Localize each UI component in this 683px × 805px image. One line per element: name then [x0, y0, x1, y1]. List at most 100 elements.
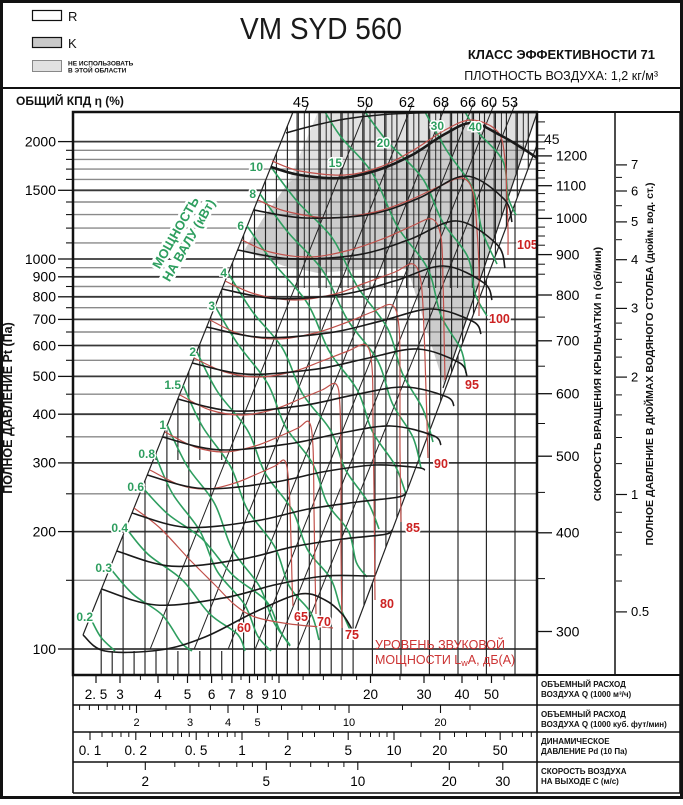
svg-text:10: 10 — [271, 687, 286, 702]
svg-text:300: 300 — [556, 623, 580, 639]
svg-text:3: 3 — [187, 717, 193, 729]
svg-text:3: 3 — [116, 687, 124, 702]
svg-text:85: 85 — [406, 521, 420, 535]
svg-text:60: 60 — [237, 621, 251, 635]
svg-text:СКОРОСТЬ ВРАЩЕНИЯ КРЫЛЬЧАТКИ: СКОРОСТЬ ВРАЩЕНИЯ КРЫЛЬЧАТКИ n (об/мин) — [592, 247, 604, 501]
svg-text:КЛАСС ЭФФЕКТИВНОСТИ 71: КЛАСС ЭФФЕКТИВНОСТИ 71 — [468, 47, 655, 62]
svg-text:0.3: 0.3 — [95, 561, 112, 575]
svg-text:10: 10 — [350, 774, 365, 789]
svg-text:10: 10 — [250, 160, 264, 174]
svg-text:75: 75 — [345, 628, 359, 642]
svg-text:600: 600 — [33, 337, 57, 353]
svg-text:0.6: 0.6 — [127, 480, 144, 494]
svg-text:2: 2 — [189, 345, 196, 359]
svg-text:ДАВЛЕНИЕ Pd (10 Па): ДАВЛЕНИЕ Pd (10 Па) — [541, 747, 628, 756]
svg-text:1000: 1000 — [25, 251, 56, 267]
svg-text:6: 6 — [237, 219, 244, 233]
svg-text:3: 3 — [208, 299, 215, 313]
svg-text:6: 6 — [208, 687, 216, 702]
svg-text:НЕ ИСПОЛЬЗОВАТЬ: НЕ ИСПОЛЬЗОВАТЬ — [68, 61, 134, 68]
svg-text:15: 15 — [329, 156, 343, 170]
svg-text:1: 1 — [238, 743, 246, 758]
svg-text:ВОЗДУХА Q (1000 м³/ч): ВОЗДУХА Q (1000 м³/ч) — [541, 690, 632, 699]
svg-text:5: 5 — [631, 214, 638, 229]
svg-text:100: 100 — [489, 312, 510, 326]
svg-text:ПОЛНОЕ ДАВЛЕНИЕ Pt (Па): ПОЛНОЕ ДАВЛЕНИЕ Pt (Па) — [1, 322, 15, 494]
svg-text:900: 900 — [33, 269, 57, 285]
svg-text:7: 7 — [631, 157, 638, 172]
svg-text:ОБЪЕМНЫЙ РАСХОД: ОБЪЕМНЫЙ РАСХОД — [541, 680, 626, 689]
svg-text:2000: 2000 — [25, 133, 56, 149]
svg-text:9: 9 — [261, 687, 269, 702]
svg-text:70: 70 — [317, 615, 331, 629]
svg-text:2: 2 — [284, 743, 292, 758]
svg-text:МОЩНОСТИ LwA, дБ(А): МОЩНОСТИ LwA, дБ(А) — [375, 653, 515, 668]
svg-text:0. 5: 0. 5 — [185, 743, 208, 758]
svg-text:62: 62 — [399, 95, 415, 111]
svg-text:900: 900 — [556, 246, 580, 262]
svg-text:66: 66 — [460, 95, 476, 111]
svg-text:20: 20 — [442, 774, 457, 789]
svg-text:3: 3 — [631, 301, 638, 316]
svg-text:95: 95 — [465, 378, 479, 392]
svg-text:6: 6 — [631, 183, 638, 198]
svg-text:600: 600 — [556, 386, 580, 402]
svg-text:700: 700 — [33, 311, 57, 327]
svg-text:65: 65 — [294, 610, 308, 624]
svg-text:ПОЛНОЕ ДАВЛЕНИЕ В ДЮЙМАХ ВОДЯН: ПОЛНОЕ ДАВЛЕНИЕ В ДЮЙМАХ ВОДЯНОГО СТОЛБА… — [643, 182, 656, 545]
svg-text:53: 53 — [502, 95, 518, 111]
svg-text:5: 5 — [184, 687, 192, 702]
svg-text:500: 500 — [556, 448, 580, 464]
svg-text:ВОЗДУХА Q (1000 куб. фут/мин): ВОЗДУХА Q (1000 куб. фут/мин) — [541, 720, 667, 729]
svg-text:50: 50 — [484, 687, 499, 702]
svg-text:400: 400 — [33, 406, 57, 422]
svg-text:30: 30 — [495, 774, 510, 789]
svg-text:1000: 1000 — [556, 210, 587, 226]
svg-text:20: 20 — [377, 136, 391, 150]
svg-text:100: 100 — [33, 641, 57, 657]
svg-text:40: 40 — [454, 687, 469, 702]
svg-text:VM SYD 560: VM SYD 560 — [240, 11, 402, 46]
svg-text:1.5: 1.5 — [164, 378, 181, 392]
svg-text:50: 50 — [493, 743, 508, 758]
svg-text:20: 20 — [434, 717, 446, 729]
svg-text:ОБЩИЙ КПД η (%): ОБЩИЙ КПД η (%) — [16, 93, 124, 108]
svg-text:8: 8 — [249, 187, 256, 201]
svg-text:90: 90 — [434, 457, 448, 471]
svg-text:1100: 1100 — [556, 178, 586, 194]
svg-text:УРОВЕНЬ ЗВУКОВОЙ: УРОВЕНЬ ЗВУКОВОЙ — [375, 637, 505, 652]
svg-text:R: R — [68, 9, 77, 24]
svg-text:В ЭТОЙ ОБЛАСТИ: В ЭТОЙ ОБЛАСТИ — [68, 66, 127, 75]
svg-text:10: 10 — [343, 717, 355, 729]
svg-text:1: 1 — [159, 418, 166, 432]
svg-text:1500: 1500 — [25, 182, 56, 198]
svg-text:0. 2: 0. 2 — [125, 743, 148, 758]
svg-text:45: 45 — [544, 131, 560, 147]
svg-text:ПЛОТНОСТЬ ВОЗДУХА: 1,2 кг/м³: ПЛОТНОСТЬ ВОЗДУХА: 1,2 кг/м³ — [464, 69, 658, 83]
svg-text:0.4: 0.4 — [111, 521, 128, 535]
svg-text:60: 60 — [481, 95, 497, 111]
svg-text:4: 4 — [225, 717, 231, 729]
svg-text:2: 2 — [142, 774, 150, 789]
svg-text:4: 4 — [154, 687, 162, 702]
svg-text:8: 8 — [246, 687, 254, 702]
svg-text:0.2: 0.2 — [76, 610, 93, 624]
svg-text:80: 80 — [380, 597, 394, 611]
svg-text:5: 5 — [344, 743, 352, 758]
svg-text:50: 50 — [357, 95, 373, 111]
svg-text:0. 1: 0. 1 — [79, 743, 102, 758]
svg-text:4: 4 — [631, 252, 638, 267]
svg-text:45: 45 — [293, 95, 309, 111]
svg-text:K: K — [68, 36, 77, 51]
svg-text:200: 200 — [33, 523, 57, 539]
svg-text:НА ВЫХОДЕ C (м/с): НА ВЫХОДЕ C (м/с) — [541, 777, 619, 786]
svg-text:2: 2 — [631, 369, 638, 384]
svg-text:1200: 1200 — [556, 148, 587, 164]
svg-text:ДИНАМИЧЕСКОЕ: ДИНАМИЧЕСКОЕ — [541, 737, 610, 746]
svg-text:ОБЪЕМНЫЙ РАСХОД: ОБЪЕМНЫЙ РАСХОД — [541, 710, 626, 719]
svg-text:20: 20 — [363, 687, 378, 702]
svg-text:4: 4 — [220, 266, 227, 280]
svg-text:30: 30 — [431, 119, 445, 133]
svg-text:300: 300 — [33, 455, 57, 471]
svg-text:40: 40 — [469, 120, 483, 134]
